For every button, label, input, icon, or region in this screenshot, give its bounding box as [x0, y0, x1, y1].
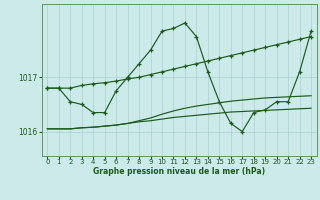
X-axis label: Graphe pression niveau de la mer (hPa): Graphe pression niveau de la mer (hPa) [93, 167, 265, 176]
